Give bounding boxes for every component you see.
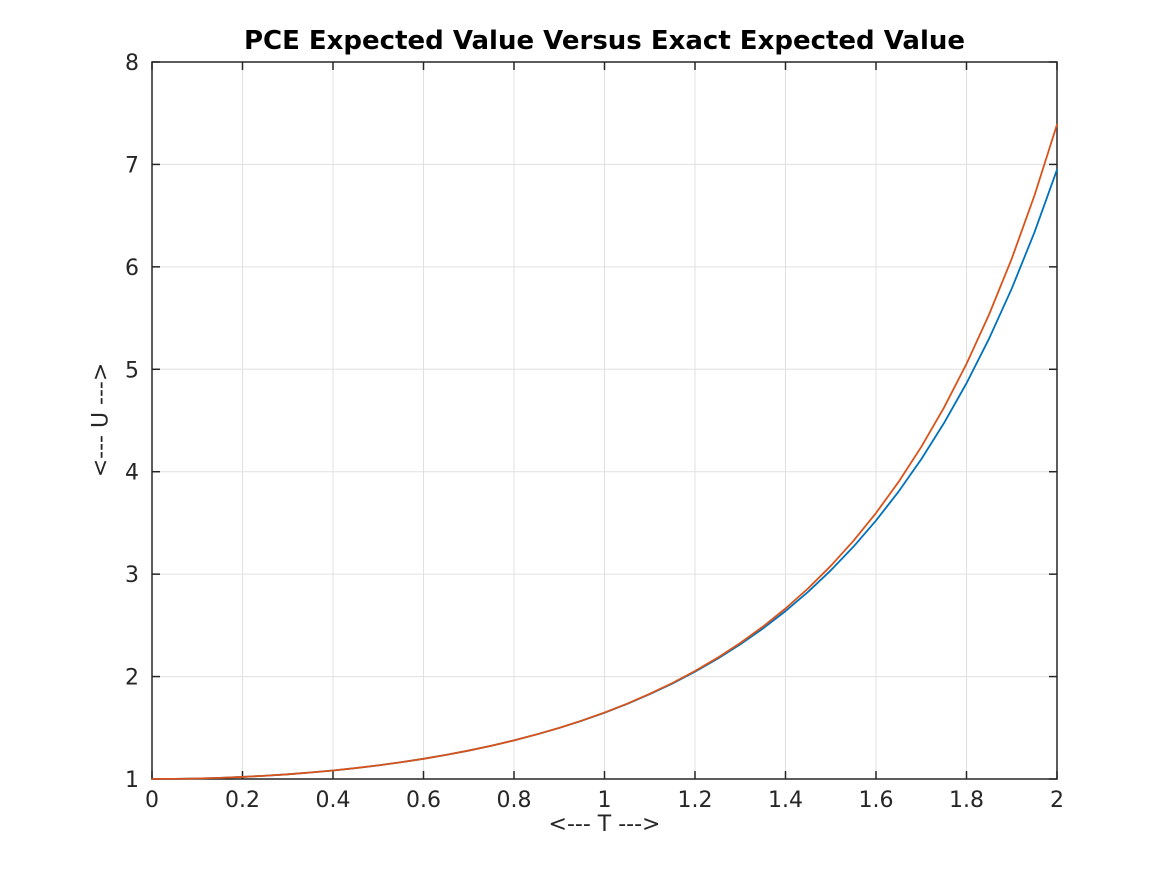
series-line-exact <box>151 123 1058 780</box>
y-tick-label: 8 <box>125 51 139 76</box>
x-tick-label: 0.2 <box>225 788 260 813</box>
x-tick-label: 1.8 <box>949 788 984 813</box>
x-tick-label: 1.2 <box>678 788 713 813</box>
x-axis-label: <--- T ---> <box>548 812 661 837</box>
x-tick-label: 0.6 <box>406 788 441 813</box>
x-tick-label: 0 <box>145 788 159 813</box>
y-tick-label: 2 <box>125 666 139 691</box>
x-tick-label: 0.8 <box>497 788 532 813</box>
chart-title: PCE Expected Value Versus Exact Expected… <box>243 26 966 56</box>
y-tick-label: 4 <box>125 461 139 486</box>
x-tick-label: 1 <box>598 788 612 813</box>
x-tick-label: 0.4 <box>316 788 351 813</box>
x-tick-label: 1.6 <box>859 788 894 813</box>
x-tick-label: 2 <box>1050 788 1064 813</box>
y-tick-label: 7 <box>125 153 139 178</box>
x-tick-label: 1.4 <box>768 788 803 813</box>
y-tick-label: 5 <box>125 358 139 383</box>
y-tick-label: 6 <box>125 256 139 281</box>
y-tick-label: 1 <box>125 768 139 793</box>
y-tick-label: 3 <box>125 563 139 588</box>
